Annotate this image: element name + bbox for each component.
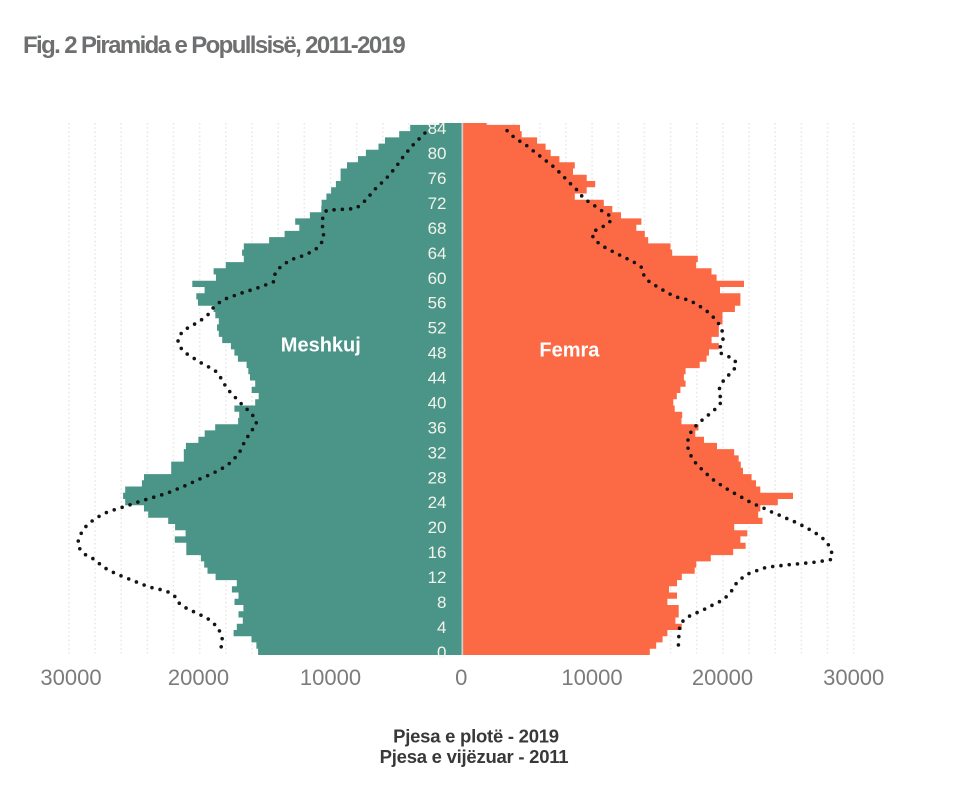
svg-text:12: 12 [428,568,447,587]
svg-text:32: 32 [428,443,447,462]
svg-text:4: 4 [437,618,446,637]
svg-text:24: 24 [428,493,447,512]
svg-text:56: 56 [428,294,447,313]
svg-text:80: 80 [428,144,447,163]
svg-text:36: 36 [428,418,447,437]
svg-text:10000: 10000 [300,665,361,690]
svg-text:Meshkuj: Meshkuj [281,335,361,357]
svg-text:84: 84 [428,119,447,138]
svg-text:68: 68 [428,219,447,238]
svg-text:20000: 20000 [692,665,753,690]
svg-text:20000: 20000 [168,665,229,690]
svg-text:48: 48 [428,344,447,363]
svg-text:44: 44 [428,369,447,388]
svg-text:Femra: Femra [539,340,600,362]
svg-text:30000: 30000 [40,665,101,690]
svg-text:Pjesa e vijëzuar - 2011: Pjesa e vijëzuar - 2011 [380,746,569,767]
svg-text:0: 0 [455,665,467,690]
svg-text:10000: 10000 [561,665,622,690]
svg-text:8: 8 [437,593,446,612]
svg-text:Fig. 2 Piramida e Popullsisë,: Fig. 2 Piramida e Popullsisë, 2011-2019 [23,32,405,59]
svg-text:72: 72 [428,194,447,213]
svg-text:40: 40 [428,394,447,413]
svg-text:52: 52 [428,319,447,338]
svg-text:20: 20 [428,518,447,537]
svg-text:76: 76 [428,169,447,188]
svg-text:28: 28 [428,468,447,487]
svg-text:0: 0 [437,643,446,662]
svg-text:16: 16 [428,543,447,562]
svg-text:30000: 30000 [823,665,884,690]
svg-text:64: 64 [428,244,447,263]
svg-text:60: 60 [428,269,447,288]
svg-text:Pjesa e plotë - 2019: Pjesa e plotë - 2019 [393,726,559,747]
